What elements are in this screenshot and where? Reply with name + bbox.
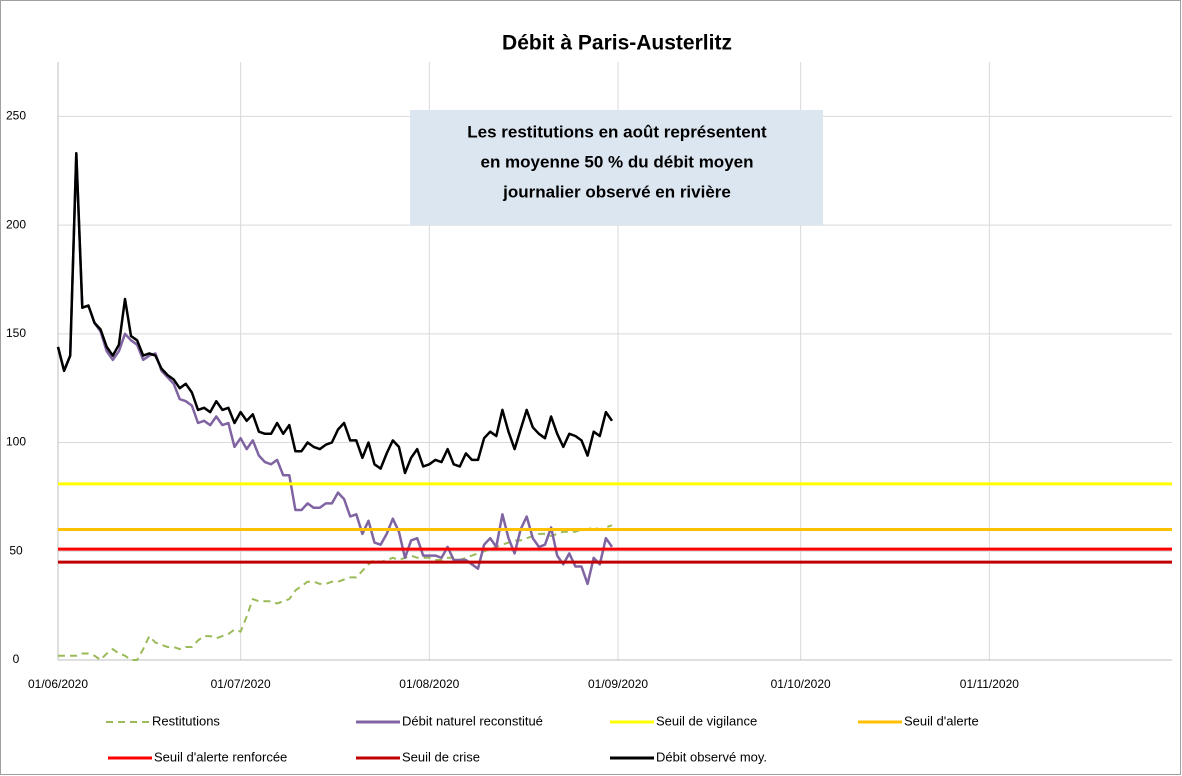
series-line: [56, 152, 614, 586]
x-tick-label: 01/09/2020: [588, 677, 648, 691]
legend-label: Restitutions: [152, 713, 220, 728]
y-tick-label: 50: [9, 543, 23, 557]
x-tick-label: 01/06/2020: [28, 677, 88, 691]
annotation-box: [410, 110, 823, 225]
chart-title: Débit à Paris-Austerlitz: [502, 32, 732, 55]
legend-label: Seuil de crise: [402, 749, 480, 764]
legend-label: Seuil d'alerte renforcée: [154, 749, 287, 764]
x-tick-label: 01/07/2020: [211, 677, 271, 691]
series-line: [56, 152, 614, 475]
legend-label: Seuil d'alerte: [904, 713, 979, 728]
y-tick-label: 0: [13, 652, 20, 666]
annotation-text: en moyenne 50 % du débit moyen: [480, 152, 753, 171]
series-line: [58, 524, 613, 661]
y-tick-label: 100: [6, 435, 26, 449]
legend-label: Débit observé moy.: [656, 749, 767, 764]
x-tick-label: 01/10/2020: [771, 677, 831, 691]
y-tick-label: 250: [6, 109, 26, 123]
x-tick-label: 01/11/2020: [960, 677, 1019, 691]
legend-label: Seuil de vigilance: [656, 713, 757, 728]
annotation-text: journalier observé en rivière: [502, 182, 731, 201]
annotation-text: Les restitutions en août représentent: [467, 122, 767, 141]
y-tick-label: 200: [6, 217, 26, 231]
x-tick-label: 01/08/2020: [399, 677, 459, 691]
legend-label: Débit naturel reconstitué: [402, 713, 543, 728]
y-tick-label: 150: [6, 326, 26, 340]
